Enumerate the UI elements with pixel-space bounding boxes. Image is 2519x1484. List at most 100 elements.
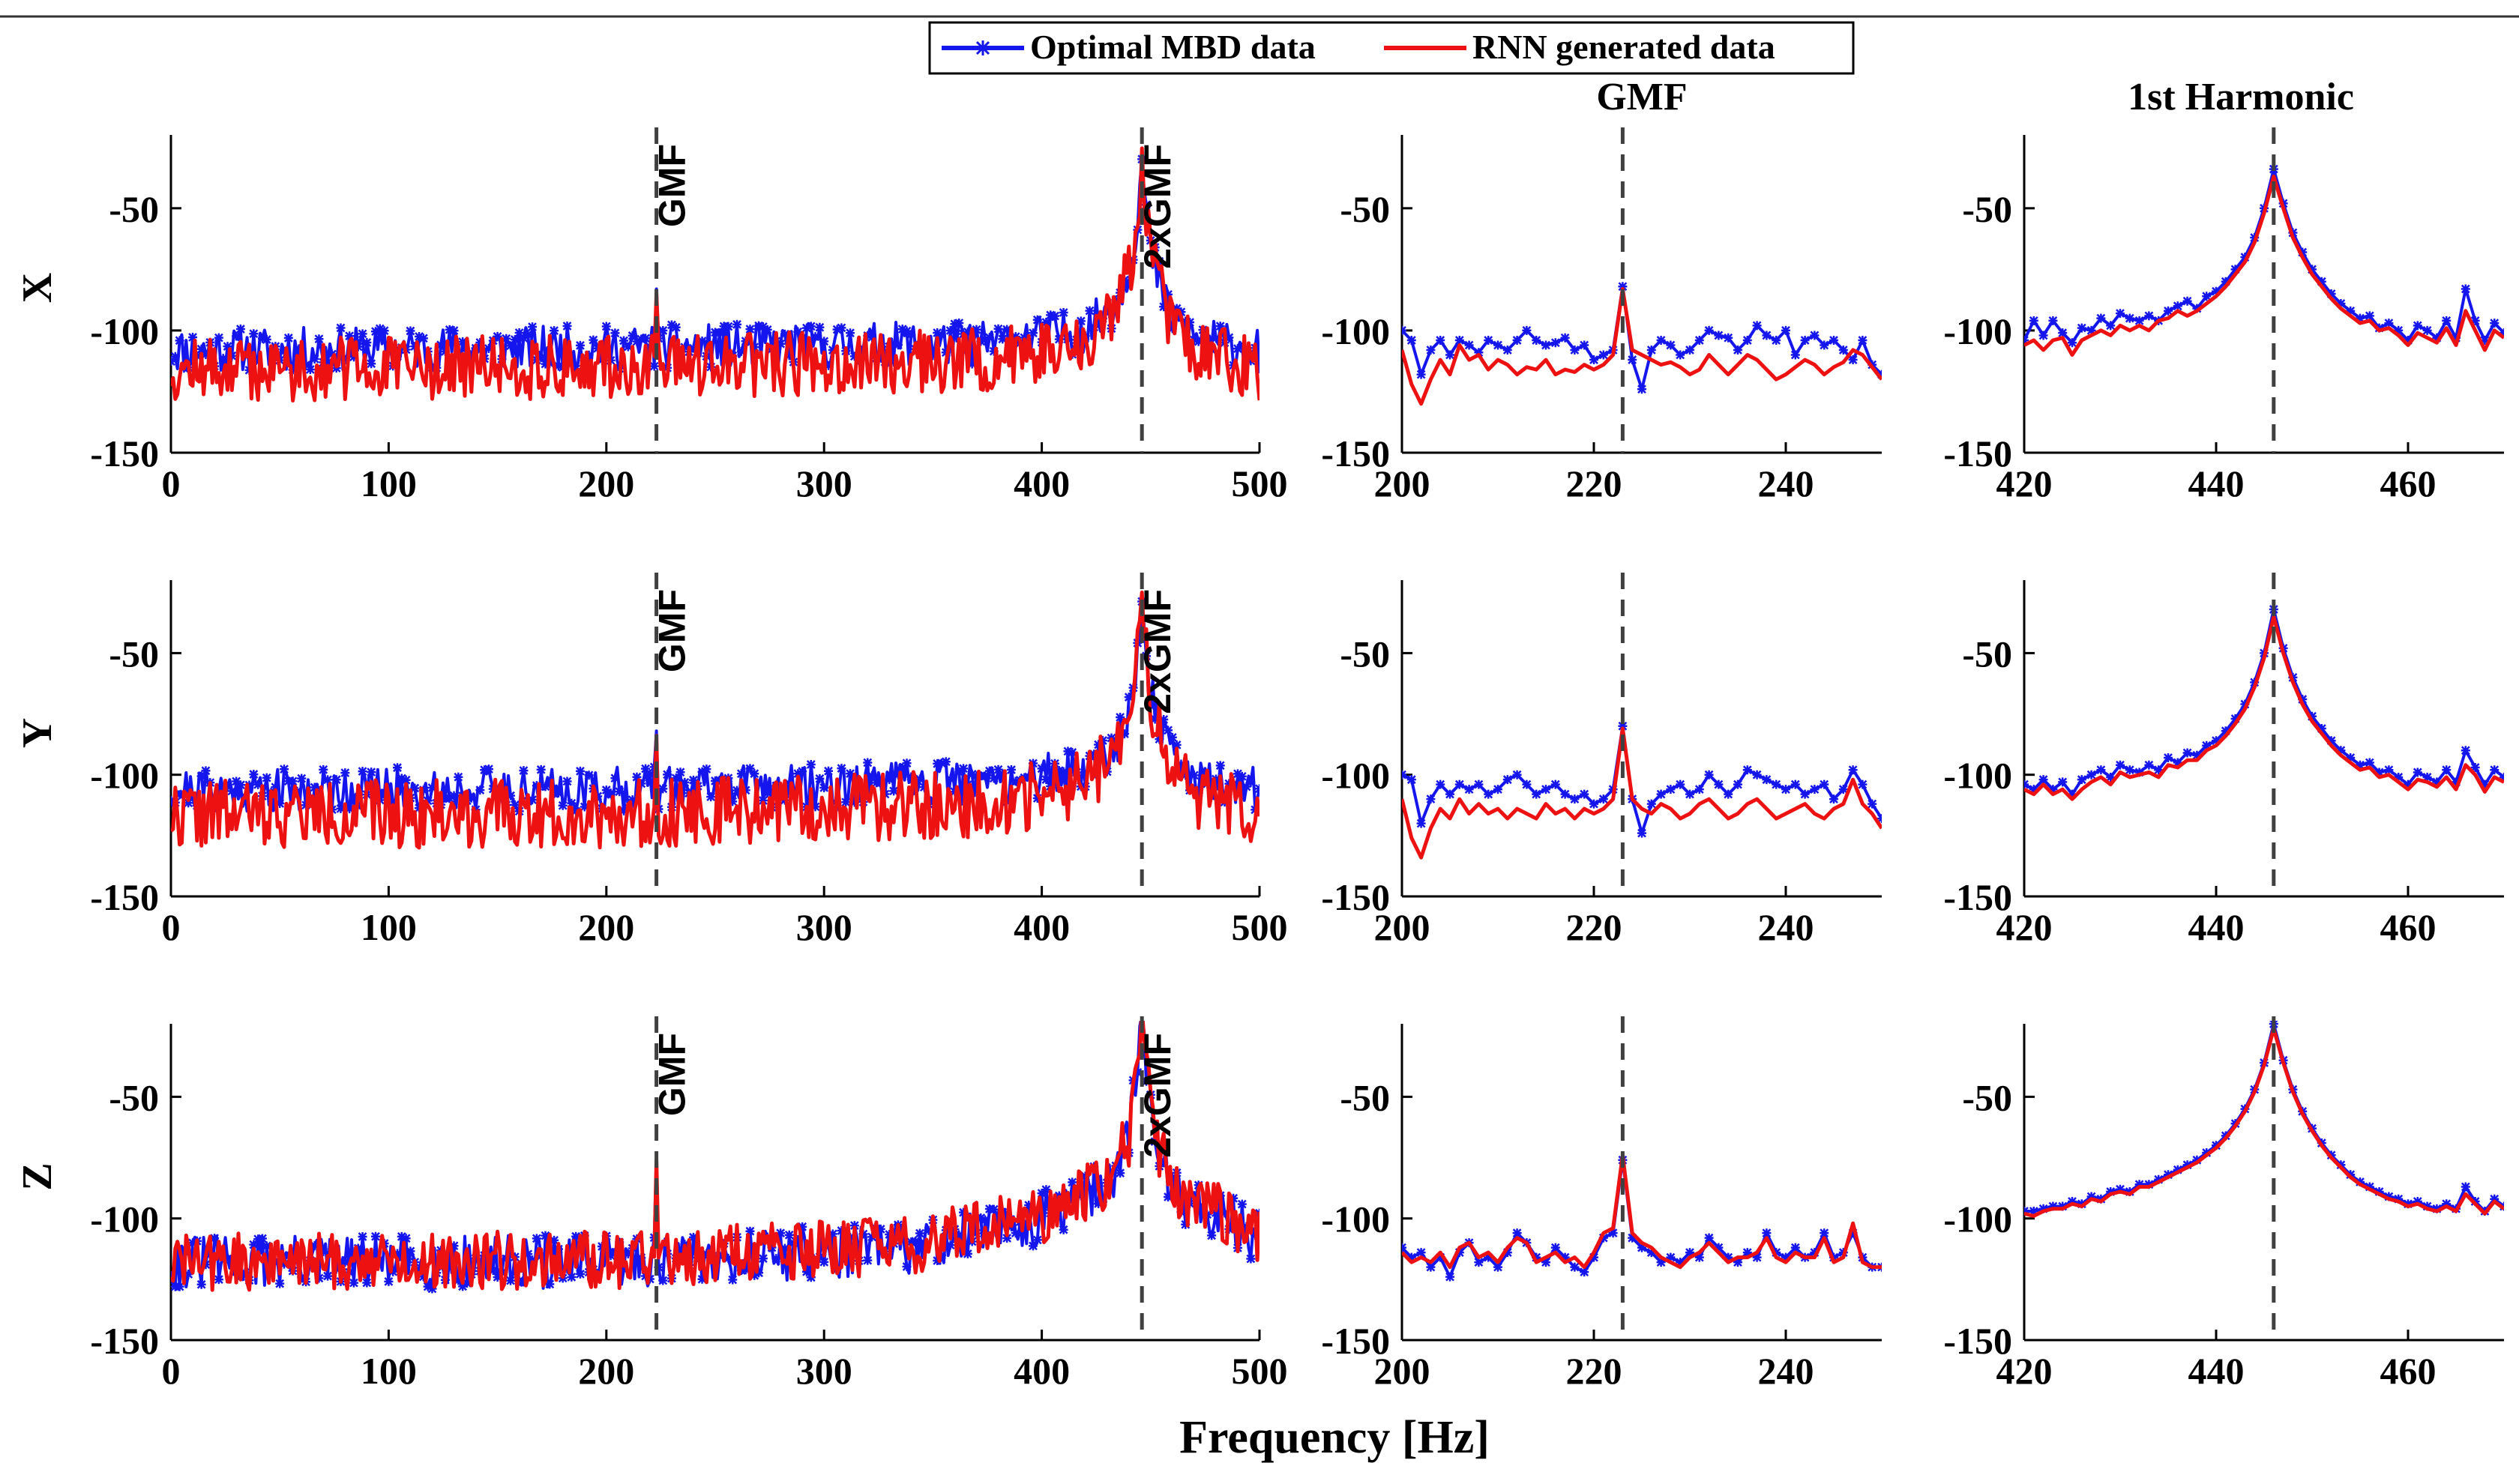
- row-label-x: X: [14, 273, 61, 303]
- mbd-data-point: [1211, 334, 1221, 343]
- mbd-data-point: [184, 798, 193, 808]
- mbd-data-point: [2365, 311, 2374, 321]
- mbd-data-point: [2058, 1201, 2068, 1211]
- mbd-data-point: [406, 326, 415, 336]
- y-tick-label: -100: [90, 310, 159, 352]
- mbd-data-point: [2048, 785, 2058, 794]
- mbd-data-point: [575, 1269, 585, 1279]
- mbd-data-point: [754, 321, 764, 331]
- mbd-data-point: [976, 1213, 986, 1222]
- mbd-data-point: [1141, 1076, 1151, 1086]
- mbd-data-point: [175, 336, 184, 346]
- mbd-data-point: [2317, 277, 2326, 286]
- mbd-data-point: [632, 772, 642, 782]
- plot-area: [171, 591, 1260, 850]
- mbd-data-point: [1416, 1248, 1426, 1258]
- mbd-data-point: [1656, 789, 1666, 799]
- mbd-data-point: [257, 1234, 267, 1243]
- mbd-data-point: [2038, 775, 2048, 785]
- frequency-marker-label: 2xGMF: [1137, 589, 1179, 714]
- mbd-data-point: [2029, 316, 2038, 325]
- mbd-data-point: [2356, 1177, 2365, 1186]
- frequency-marker-label: GMF: [651, 1033, 693, 1116]
- mbd-data-point: [897, 325, 907, 334]
- mbd-data-point: [2077, 323, 2086, 333]
- mbd-data-point: [558, 800, 568, 810]
- mbd-data-point: [2326, 289, 2336, 298]
- plot-area: [1402, 282, 1882, 406]
- mbd-data-point: [528, 322, 538, 332]
- mbd-data-point: [2490, 765, 2500, 775]
- mbd-data-point: [1059, 767, 1068, 776]
- mbd-data-point: [580, 802, 589, 812]
- mbd-data-point: [1848, 1228, 1858, 1238]
- mbd-data-point: [2394, 1194, 2404, 1204]
- y-tick-label: -50: [1962, 188, 2012, 230]
- mbd-data-point: [506, 791, 516, 800]
- mbd-data-point: [666, 320, 676, 330]
- mbd-data-point: [2144, 311, 2154, 321]
- mbd-data-point: [1116, 1168, 1125, 1178]
- mbd-data-point: [885, 775, 894, 785]
- mbd-data-point: [1742, 335, 1752, 345]
- plot-area: [2024, 164, 2504, 357]
- rnn-series-line: [171, 591, 1260, 850]
- mbd-series-line: [1402, 285, 1882, 391]
- mbd-data-point: [2384, 319, 2394, 328]
- mbd-data-point: [2404, 335, 2413, 345]
- mbd-data-point: [1733, 1258, 1742, 1267]
- mbd-data-point: [945, 1240, 955, 1250]
- mbd-data-point: [1800, 789, 1810, 799]
- mbd-data-point: [362, 1278, 372, 1288]
- mbd-data-point: [1838, 346, 1848, 355]
- mbd-data-point: [2154, 1174, 2164, 1184]
- mbd-data-point: [702, 764, 711, 774]
- mbd-data-point: [837, 323, 846, 333]
- mbd-data-point: [1474, 1258, 1484, 1267]
- mbd-data-point: [1598, 794, 1608, 804]
- mbd-data-point: [1246, 1254, 1256, 1264]
- mbd-data-point: [741, 1265, 750, 1275]
- mbd-data-point: [2029, 1206, 2038, 1216]
- mbd-data-point: [418, 785, 428, 795]
- mbd-data-point: [1484, 335, 1493, 345]
- mbd-data-point: [445, 1249, 454, 1259]
- mbd-data-point: [2106, 321, 2116, 331]
- mbd-data-point: [235, 780, 245, 790]
- mbd-data-point: [1426, 1262, 1436, 1272]
- mbd-data-point: [2125, 313, 2134, 323]
- mbd-data-point: [1133, 1067, 1143, 1077]
- mbd-data-point: [218, 354, 228, 364]
- y-tick-label: -100: [90, 755, 159, 797]
- mbd-data-point: [1119, 729, 1129, 739]
- mbd-data-point: [1646, 1248, 1656, 1258]
- mbd-data-point: [571, 1231, 581, 1241]
- mbd-data-point: [314, 786, 324, 796]
- mbd-data-point: [2048, 316, 2058, 325]
- mbd-data-point: [1838, 785, 1848, 794]
- mbd-data-point: [2096, 1194, 2106, 1204]
- mbd-data-point: [858, 1229, 868, 1239]
- mbd-data-point: [415, 331, 424, 341]
- mbd-data-point: [1041, 1185, 1051, 1195]
- mbd-data-point: [532, 781, 541, 791]
- mbd-data-point: [801, 1267, 811, 1276]
- mbd-data-point: [841, 797, 851, 807]
- mbd-data-point: [1570, 1262, 1580, 1272]
- x-tick-label: 300: [796, 462, 852, 504]
- mbd-data-point: [275, 799, 285, 809]
- mbd-data-point: [1002, 1233, 1012, 1243]
- mbd-data-point: [1211, 774, 1221, 784]
- mbd-data-point: [714, 328, 724, 338]
- mbd-data-point: [370, 327, 380, 337]
- mbd-data-point: [232, 331, 241, 341]
- mbd-data-point: [1041, 775, 1051, 785]
- mbd-data-point: [2356, 760, 2365, 770]
- mbd-data-point: [2404, 1199, 2413, 1209]
- mbd-data-point: [762, 788, 772, 798]
- x-tick-label: 200: [578, 462, 634, 504]
- mbd-data-point: [283, 333, 293, 343]
- mbd-data-point: [1685, 1248, 1694, 1258]
